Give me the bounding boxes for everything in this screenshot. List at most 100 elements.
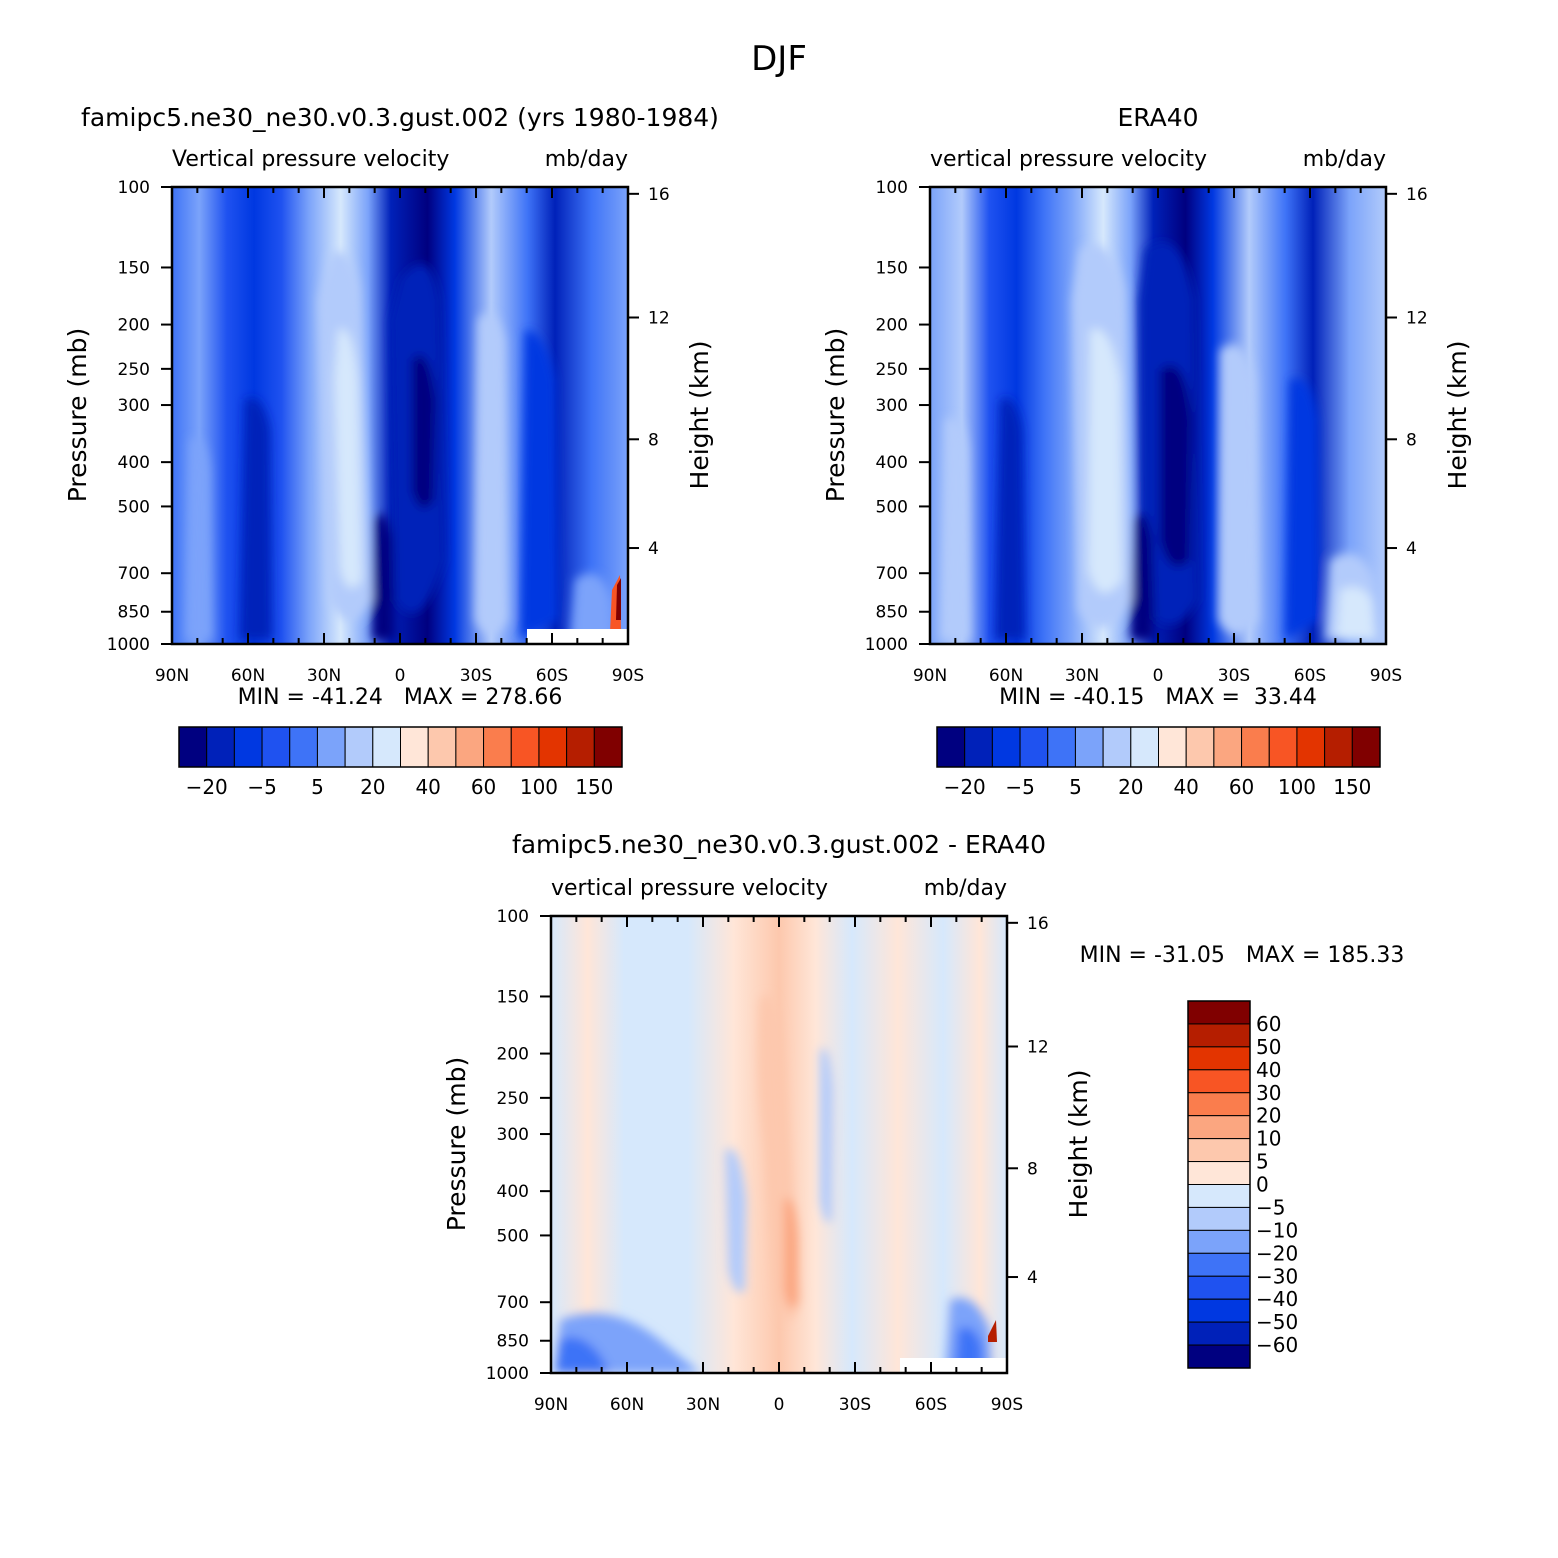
panel-era40-y-axis: 100 150 200 250 300 400 500 700 850 1000 bbox=[865, 178, 930, 655]
figure-title: DJF bbox=[751, 39, 807, 79]
panel-era40-subtitle-right: mb/day bbox=[1303, 147, 1386, 172]
y-tick-label: 250 bbox=[876, 360, 908, 380]
colorbar-label: 30 bbox=[1256, 1081, 1281, 1105]
x-tick-label: 90S bbox=[1370, 666, 1402, 686]
y-right-tick-label: 16 bbox=[1406, 185, 1428, 205]
y-right-tick-label: 8 bbox=[1027, 1159, 1038, 1179]
panel-model-ylabel-right: Height (km) bbox=[685, 341, 714, 490]
x-tick-label: 60N bbox=[989, 666, 1023, 686]
panel-diff-axes: 90N 60N 30N 0 30S 60S 90S 100 150 200 250 300 400 50… bbox=[486, 907, 1049, 1415]
panel-diff-subtitle-left: vertical pressure velocity bbox=[551, 876, 828, 901]
x-tick-label: 90N bbox=[155, 666, 189, 686]
colorbar-swatch bbox=[372, 726, 401, 768]
colorbar-swatch bbox=[261, 726, 291, 768]
colorbar-swatch bbox=[1019, 726, 1049, 768]
y-tick-label: 250 bbox=[497, 1089, 529, 1109]
colorbar-label: 150 bbox=[1333, 775, 1371, 799]
y-right-tick-label: 12 bbox=[648, 308, 670, 328]
panel-model-subtitle-right: mb/day bbox=[545, 147, 628, 172]
panel-era40-colorbar: −20 −5 5 20 40 60 100 150 bbox=[936, 726, 1381, 799]
colorbar-label: 10 bbox=[1256, 1127, 1281, 1151]
colorbar-label: 60 bbox=[471, 775, 496, 799]
panel-model-y-axis-right: 16 12 8 4 bbox=[628, 185, 670, 559]
y-tick-label: 300 bbox=[118, 396, 150, 416]
colorbar-label: 20 bbox=[1118, 775, 1143, 799]
panel-diff-y-axis: 100 150 200 250 300 400 500 700 850 1000 bbox=[486, 907, 551, 1384]
panel-diff-y-axis-right: 16 12 8 4 bbox=[1007, 914, 1049, 1288]
colorbar-label: 0 bbox=[1256, 1173, 1269, 1197]
y-tick-label: 100 bbox=[876, 178, 908, 198]
colorbar-label: −20 bbox=[1256, 1241, 1298, 1265]
panel-diff-field bbox=[551, 916, 1007, 1373]
colorbar-swatch bbox=[1187, 1092, 1251, 1117]
x-tick-label: 30N bbox=[307, 666, 341, 686]
colorbar-swatch bbox=[1187, 1023, 1251, 1048]
colorbar-swatch bbox=[1187, 1298, 1251, 1323]
panel-era40-ylabel: Pressure (mb) bbox=[821, 328, 850, 502]
x-tick-label: 90N bbox=[913, 666, 947, 686]
colorbar-swatch bbox=[1213, 726, 1243, 768]
x-tick-label: 60S bbox=[915, 1395, 947, 1415]
panel-era40-subtitle-left: vertical pressure velocity bbox=[930, 147, 1207, 172]
y-tick-label: 850 bbox=[876, 603, 908, 623]
colorbar-label: 50 bbox=[1256, 1035, 1281, 1059]
y-tick-label: 850 bbox=[497, 1332, 529, 1352]
x-tick-label: 60S bbox=[1294, 666, 1326, 686]
panel-diff: famipc5.ne30_ne30.v0.3.gust.002 - ERA40 … bbox=[442, 830, 1404, 1415]
x-tick-label: 0 bbox=[1153, 666, 1164, 686]
panel-model-field bbox=[172, 187, 628, 644]
panel-model-colorbar: −20 −5 5 20 40 60 100 150 bbox=[178, 726, 623, 799]
panel-era40-y-axis-right: 16 12 8 4 bbox=[1386, 185, 1428, 559]
y-tick-label: 500 bbox=[876, 497, 908, 517]
panel-model-x-axis: 90N 60N 30N 0 30S 60S 90S bbox=[155, 187, 644, 686]
colorbar-label: 5 bbox=[311, 775, 324, 799]
y-tick-label: 400 bbox=[118, 453, 150, 473]
colorbar-label: 5 bbox=[1256, 1150, 1269, 1174]
colorbar-swatch bbox=[1187, 1252, 1251, 1277]
colorbar-label: −20 bbox=[186, 775, 228, 799]
colorbar-label: 5 bbox=[1069, 775, 1082, 799]
panel-era40-ylabel-right: Height (km) bbox=[1443, 341, 1472, 490]
colorbar-swatch bbox=[1187, 1206, 1251, 1231]
panel-model: famipc5.ne30_ne30.v0.3.gust.002 (yrs 198… bbox=[63, 103, 719, 799]
y-tick-label: 150 bbox=[118, 258, 150, 278]
panel-era40-title: ERA40 bbox=[1117, 103, 1198, 132]
x-tick-label: 0 bbox=[395, 666, 406, 686]
y-tick-label: 700 bbox=[876, 564, 908, 584]
colorbar-swatch bbox=[538, 726, 568, 768]
y-tick-label: 200 bbox=[118, 316, 150, 336]
colorbar-swatch bbox=[1351, 726, 1381, 768]
panel-diff-subtitle-right: mb/day bbox=[924, 876, 1007, 901]
y-right-tick-label: 16 bbox=[1027, 914, 1049, 934]
panel-era40-x-axis: 90N 60N 30N 0 30S 60S 90S bbox=[913, 187, 1402, 686]
colorbar-swatch bbox=[510, 726, 540, 768]
y-right-tick-label: 16 bbox=[648, 185, 670, 205]
colorbar-swatch bbox=[316, 726, 346, 768]
colorbar-label: −40 bbox=[1256, 1287, 1298, 1311]
x-tick-label: 90S bbox=[612, 666, 644, 686]
x-tick-label: 90N bbox=[534, 1395, 568, 1415]
x-tick-label: 60N bbox=[231, 666, 265, 686]
colorbar-swatch bbox=[1187, 1115, 1251, 1140]
colorbar-label: 20 bbox=[360, 775, 385, 799]
panel-diff-ylabel: Pressure (mb) bbox=[442, 1057, 471, 1231]
y-tick-label: 250 bbox=[118, 360, 150, 380]
colorbar-swatch bbox=[1187, 1069, 1251, 1094]
y-tick-label: 700 bbox=[118, 564, 150, 584]
colorbar-swatch bbox=[1102, 726, 1132, 768]
x-tick-label: 0 bbox=[774, 1395, 785, 1415]
colorbar-swatch bbox=[1241, 726, 1270, 768]
colorbar-label: 150 bbox=[575, 775, 613, 799]
colorbar-label: −5 bbox=[1005, 775, 1034, 799]
panel-diff-stats: MIN = -31.05 MAX = 185.33 bbox=[1080, 943, 1405, 968]
y-tick-label: 150 bbox=[876, 258, 908, 278]
panel-era40-stats: MIN = -40.15 MAX = 33.44 bbox=[999, 685, 1317, 710]
colorbar-swatch bbox=[1130, 726, 1159, 768]
colorbar-swatch bbox=[1187, 1275, 1251, 1300]
panel-model-ylabel: Pressure (mb) bbox=[63, 328, 92, 502]
colorbar-swatch bbox=[1187, 1184, 1251, 1208]
x-tick-label: 90S bbox=[991, 1395, 1023, 1415]
y-right-tick-label: 12 bbox=[1027, 1037, 1049, 1057]
y-right-tick-label: 8 bbox=[1406, 430, 1417, 450]
colorbar-swatch bbox=[991, 726, 1021, 768]
